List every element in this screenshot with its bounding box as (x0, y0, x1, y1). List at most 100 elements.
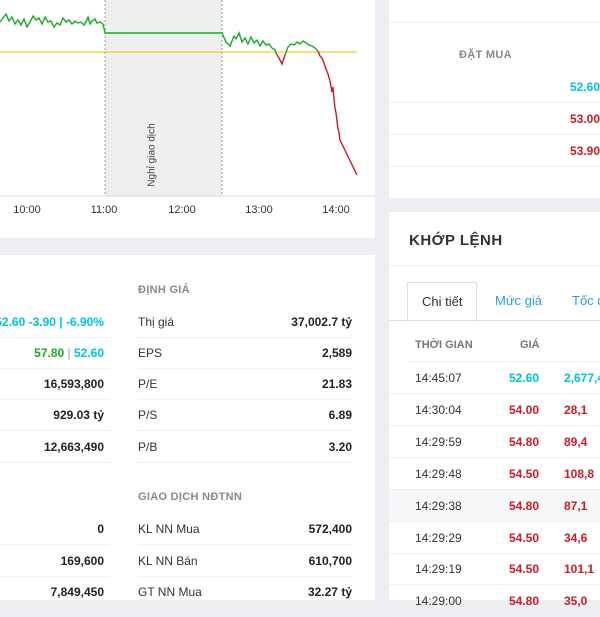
valuation-value: 2,589 (321, 346, 352, 360)
foreign-label: KL NN Bán (138, 554, 198, 568)
tab-speed[interactable]: Tốc đ (572, 293, 600, 308)
high-low-values: 57.80 | 52.60 (34, 346, 104, 360)
x-tick-label: 11:00 (90, 204, 118, 216)
valuation-row-pb: P/B 3.20 (138, 431, 352, 463)
trade-time: 14:29:38 (415, 499, 462, 513)
tab-detail[interactable]: Chi tiết (407, 282, 478, 322)
stat-row-2-b: 169,600 (0, 545, 110, 577)
trade-row: 14:29:29 54.50 34,6 (389, 522, 600, 554)
intraday-chart-card: Nghỉ giao dịch 10:00 11:00 12:00 13:00 1… (0, 0, 375, 238)
trade-volume: 35,0 (564, 594, 588, 608)
trade-price: 54.80 (509, 594, 540, 608)
stat-2-b-value: 169,600 (60, 554, 104, 568)
trade-row: 14:29:19 54.50 101,1 (389, 553, 600, 585)
matched-orders-title: KHỚP LỆNH (409, 232, 503, 249)
stat-row-volume: 16,593,800 (0, 368, 110, 400)
trade-row: 14:30:04 54.00 28,1 (389, 394, 600, 426)
matched-orders-card: KHỚP LỆNH Chi tiết Mức giá Tốc đ THỜI GI… (389, 212, 600, 617)
trade-row: 14:45:07 52.60 2,677,4 (389, 362, 600, 394)
tab-price-level[interactable]: Mức giá (495, 293, 542, 308)
bid-price: 53.90 (569, 144, 600, 158)
foreign-trading-heading: GIAO DỊCH NĐTNN (138, 491, 243, 503)
bid-row: 53.90 (389, 135, 600, 167)
valuation-label: Thị giá (138, 315, 175, 329)
stat-row-2-c: 7,849,450 (0, 576, 110, 608)
bid-price: 52.60 (569, 80, 600, 94)
header-divider (407, 361, 600, 362)
divider (389, 265, 600, 266)
stat-row-2-a: 0 (0, 513, 110, 545)
trade-row: 14:29:59 54.80 89,4 (389, 426, 600, 458)
divider (389, 22, 600, 23)
foreign-label: GT NN Mua (138, 585, 202, 599)
stat-row-high-low: 57.80 | 52.60 (0, 337, 110, 369)
valuation-value: 21.83 (321, 377, 352, 391)
break-period-label: Nghỉ giao dịch (146, 123, 158, 187)
break-period-band (105, 0, 222, 196)
valuation-row-ps: P/S 6.89 (138, 399, 352, 431)
valuation-label: P/S (138, 408, 158, 422)
foreign-row-sell-volume: KL NN Bán 610,700 (138, 545, 352, 577)
valuation-heading: ĐỊNH GIÁ (138, 284, 190, 296)
valuation-label: EPS (138, 346, 163, 360)
stat-row-volume-2: 12,663,490 (0, 431, 110, 463)
valuation-label: P/B (138, 440, 158, 454)
price-line-red-drop (317, 50, 358, 176)
valuation-row-market-cap: Thị giá 37,002.7 tỷ (138, 306, 352, 338)
x-tick-label: 14:00 (322, 204, 350, 216)
trade-price: 54.00 (509, 403, 540, 417)
valuation-row-eps: EPS 2,589 (138, 337, 352, 369)
trade-time: 14:29:59 (415, 435, 462, 449)
separator: | (67, 346, 74, 360)
trade-price: 54.50 (509, 562, 540, 576)
trade-time: 14:29:29 (415, 531, 462, 545)
trade-row: 14:29:38 54.80 87,1 (389, 490, 600, 522)
tab-underline (389, 320, 600, 321)
valuation-row-pe: P/E 21.83 (138, 368, 352, 400)
price-line-green-recovery (284, 40, 319, 56)
foreign-value: 610,700 (308, 554, 352, 568)
trade-time: 14:29:19 (415, 562, 462, 576)
trade-price: 52.60 (509, 371, 540, 385)
trade-price: 54.80 (509, 499, 540, 513)
valuation-value: 3.20 (328, 440, 352, 454)
column-header-price: GIÁ (520, 339, 540, 351)
trade-row: 14:29:48 54.50 108,8 (389, 458, 600, 490)
price-line-green (0, 12, 277, 54)
trade-volume: 2,677,4 (564, 371, 600, 385)
trade-price: 54.50 (509, 531, 540, 545)
trade-price: 54.80 (509, 435, 540, 449)
column-header-time: THỜI GIAN (415, 339, 473, 351)
trade-time: 14:29:00 (415, 594, 462, 608)
trade-volume: 34,6 (564, 531, 588, 545)
high-value: 57.80 (34, 346, 65, 360)
trade-time: 14:29:48 (415, 467, 462, 481)
bid-heading: ĐẶT MUA (459, 49, 512, 61)
trade-volume: 108,8 (564, 467, 595, 481)
valuation-value: 6.89 (328, 408, 352, 422)
bid-row: 52.60 (389, 71, 600, 103)
trade-time: 14:30:04 (415, 403, 462, 417)
price-line-red-dip (275, 52, 286, 66)
stat-2-c-value: 7,849,450 (50, 585, 104, 599)
bid-price: 53.00 (569, 112, 600, 126)
x-tick-label: 12:00 (168, 204, 196, 216)
foreign-value: 32.27 tỷ (307, 585, 352, 599)
trade-volume: 101,1 (564, 562, 595, 576)
foreign-value: 572,400 (308, 522, 352, 536)
trade-row: 14:29:00 54.80 35,0 (389, 585, 600, 617)
low-value: 52.60 (73, 346, 104, 360)
stock-stats-card: 52.60 -3.90 | -6.90% 57.80 | 52.60 16,59… (0, 255, 375, 608)
foreign-row-buy-volume: KL NN Mua 572,400 (138, 513, 352, 545)
valuation-label: P/E (138, 377, 158, 391)
stat-row-price-change: 52.60 -3.90 | -6.90% (0, 306, 110, 338)
stat-row-value: 929.03 tỷ (0, 399, 110, 431)
foreign-row-buy-value: GT NN Mua 32.27 tỷ (138, 576, 352, 608)
trade-time: 14:45:07 (415, 371, 462, 385)
order-book-card: ĐẶT MUA 52.60 53.00 53.90 (389, 0, 600, 198)
x-tick-label: 13:00 (245, 204, 273, 216)
bid-row: 53.00 (389, 103, 600, 135)
intraday-price-chart (0, 0, 375, 197)
volume-2-value: 12,663,490 (43, 440, 104, 454)
volume-value: 16,593,800 (43, 377, 104, 391)
